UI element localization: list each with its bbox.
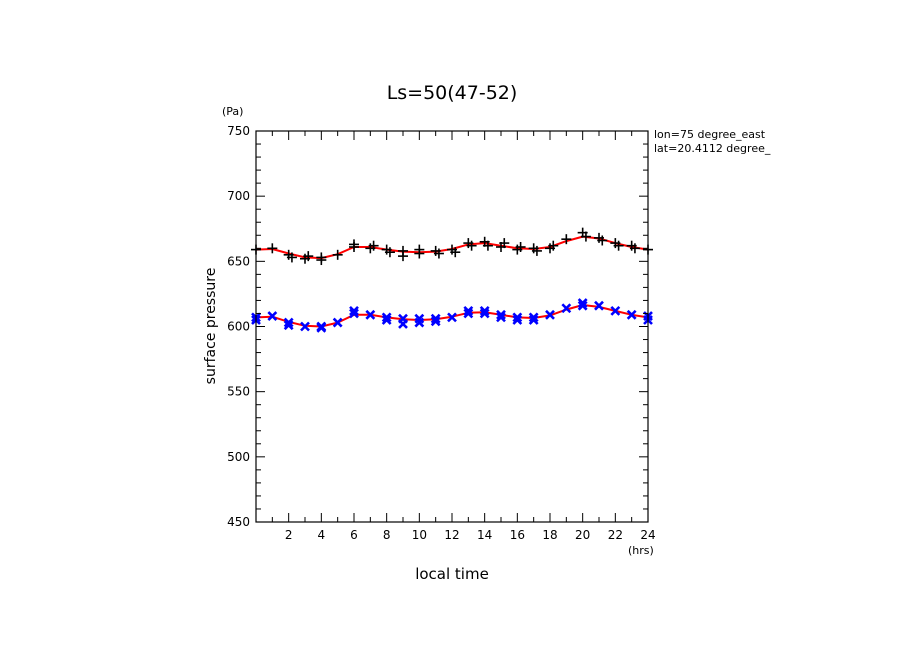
y-tick-label: 550 [227,385,250,399]
x-tick-label: 8 [383,528,391,542]
cross-marker [577,298,588,308]
plus-marker [466,240,477,251]
cross-marker [381,315,392,325]
y-tick-label: 750 [227,124,250,138]
cross-marker [610,305,621,316]
x-tick-label: 18 [542,528,557,542]
plus-marker [368,240,379,251]
axes: 2 4 6 8 10 12 14 16 18 20 22 2445050055060065070075… [227,124,656,542]
cross-marker [332,317,343,328]
cross-marker [528,315,539,325]
plus-marker [499,238,510,249]
x-tick-label: 20 [575,528,590,542]
plus-marker [531,245,542,256]
plus-marker [450,247,461,258]
cross-marker [577,300,588,311]
cross-marker [496,312,506,323]
plus-marker [548,240,559,251]
x-tick-label: 22 [608,528,623,542]
plus-marker [597,235,608,246]
x-tick-label: 16 [510,528,525,542]
x-tick-label: 10 [412,528,427,542]
cross-marker [430,316,441,327]
plus-marker [580,231,591,242]
cross-marker [300,321,310,332]
y-unit-label: (Pa) [222,105,243,118]
plus-marker [414,248,425,259]
plus-marker [433,248,444,259]
cross-marker [463,305,474,316]
y-tick-label: 700 [227,189,250,203]
cross-marker [283,317,294,328]
plus-marker [561,234,572,245]
x-tick-label: 6 [350,528,358,542]
plus-marker [267,243,278,254]
cross-marker [283,320,294,331]
chart-title: Ls=50(47-52) [387,82,518,104]
y-tick-label: 450 [227,515,250,529]
plus-marker [613,240,624,251]
x-unit-label: (hrs) [628,544,654,557]
cross-marker [463,308,474,319]
x-tick-label: 14 [477,528,492,542]
plus-marker [286,252,297,263]
x-tick-label: 24 [640,528,655,542]
cross-marker [626,309,637,320]
cross-marker [398,318,408,329]
cross-marker [267,311,278,321]
x-tick-label: 2 [285,528,293,542]
cross-marker [594,300,604,311]
cross-marker [447,312,457,323]
cross-marker [349,308,359,319]
x-tick-label: 4 [318,528,326,542]
annotation-lon: lon=75 degree_east [654,128,766,141]
plus-marker [398,251,408,262]
cross-marker [545,309,555,320]
cross-marker [479,305,490,316]
cross-marker [561,303,572,314]
plus-marker [482,240,493,251]
y-tick-label: 600 [227,320,250,334]
plus-marker [515,241,526,252]
data-markers [251,227,653,333]
cross-marker [430,313,441,324]
cross-marker [349,305,359,316]
plus-marker [332,249,343,260]
y-tick-label: 650 [227,254,250,268]
cross-marker [479,308,490,319]
x-axis-label: local time [415,565,489,583]
cross-marker [512,312,523,323]
cross-marker [512,315,523,325]
plus-marker [384,247,395,258]
plus-marker [349,241,359,252]
y-axis-label: surface pressure [203,268,219,385]
x-tick-label: 12 [444,528,459,542]
cross-marker [528,312,539,323]
cross-marker [381,312,392,323]
cross-marker [316,322,327,333]
cross-marker [365,309,376,320]
plus-marker [303,251,314,262]
y-tick-label: 500 [227,450,250,464]
annotation-lat: lat=20.4112 degree_ [654,142,771,155]
cross-marker [496,309,506,320]
plus-marker [316,255,327,266]
cross-marker [414,317,425,328]
plus-marker [629,243,640,254]
